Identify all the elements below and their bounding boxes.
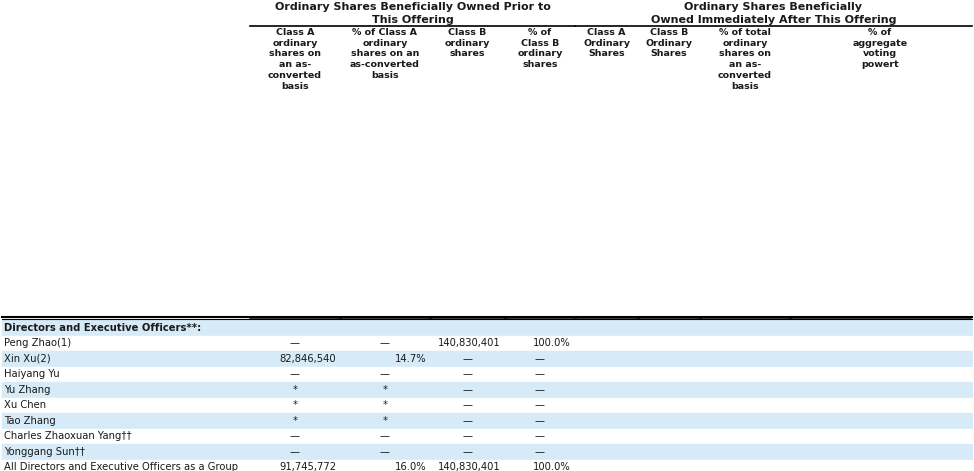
Text: —: —: [463, 369, 472, 379]
Text: Ordinary Shares Beneficially
Owned Immediately After This Offering: Ordinary Shares Beneficially Owned Immed…: [651, 2, 896, 25]
Text: Xin Xu(2): Xin Xu(2): [4, 354, 51, 364]
Text: —: —: [535, 400, 545, 410]
Text: —: —: [535, 369, 545, 379]
Text: % of Class A
ordinary
shares on an
as-converted
basis: % of Class A ordinary shares on an as-co…: [350, 28, 420, 80]
Text: 100.0%: 100.0%: [533, 338, 571, 348]
Text: Class B
Ordinary
Shares: Class B Ordinary Shares: [646, 28, 693, 58]
Text: —: —: [290, 369, 300, 379]
Text: —: —: [463, 416, 472, 426]
Text: —: —: [463, 354, 472, 364]
Text: *: *: [383, 416, 388, 426]
Text: —: —: [380, 338, 390, 348]
Bar: [2, 320, 972, 335]
Text: —: —: [290, 431, 300, 441]
Text: Peng Zhao(1): Peng Zhao(1): [4, 338, 71, 348]
Text: Tao Zhang: Tao Zhang: [4, 416, 56, 426]
Text: 16.0%: 16.0%: [394, 462, 426, 471]
Text: —: —: [535, 431, 545, 441]
Bar: [2, 366, 972, 382]
Text: 140,830,401: 140,830,401: [438, 338, 501, 348]
Text: —: —: [290, 447, 300, 457]
Text: —: —: [380, 369, 390, 379]
Bar: [2, 413, 972, 429]
Text: Yu Zhang: Yu Zhang: [4, 385, 51, 395]
Text: % of
Class B
ordinary
shares: % of Class B ordinary shares: [517, 28, 563, 69]
Text: *: *: [292, 400, 297, 410]
Text: —: —: [535, 416, 545, 426]
Text: —: —: [463, 431, 472, 441]
Text: 82,846,540: 82,846,540: [280, 354, 336, 364]
Text: —: —: [535, 385, 545, 395]
Bar: [2, 429, 972, 444]
Text: Class B
ordinary
shares: Class B ordinary shares: [445, 28, 490, 58]
Text: *: *: [292, 416, 297, 426]
Text: Class A
ordinary
shares on
an as-
converted
basis: Class A ordinary shares on an as- conver…: [268, 28, 322, 91]
Text: —: —: [463, 385, 472, 395]
Text: *: *: [292, 385, 297, 395]
Text: —: —: [463, 447, 472, 457]
Text: —: —: [463, 400, 472, 410]
Text: —: —: [380, 447, 390, 457]
Text: *: *: [383, 385, 388, 395]
Text: —: —: [380, 431, 390, 441]
Text: *: *: [383, 400, 388, 410]
Text: 140,830,401: 140,830,401: [438, 462, 501, 471]
Text: 91,745,772: 91,745,772: [279, 462, 336, 471]
Bar: [2, 335, 972, 351]
Bar: [2, 382, 972, 398]
Text: Haiyang Yu: Haiyang Yu: [4, 369, 59, 379]
Bar: [2, 398, 972, 413]
Text: Yonggang Sun††: Yonggang Sun††: [4, 447, 85, 457]
Text: Xu Chen: Xu Chen: [4, 400, 46, 410]
Text: 14.7%: 14.7%: [394, 354, 426, 364]
Text: All Directors and Executive Officers as a Group: All Directors and Executive Officers as …: [4, 462, 238, 471]
Text: % of
aggregate
voting
powert: % of aggregate voting powert: [852, 28, 908, 69]
Text: —: —: [290, 338, 300, 348]
Text: Charles Zhaoxuan Yang††: Charles Zhaoxuan Yang††: [4, 431, 131, 441]
Text: 100.0%: 100.0%: [533, 462, 571, 471]
Bar: [2, 351, 972, 366]
Text: Directors and Executive Officers**:: Directors and Executive Officers**:: [4, 323, 202, 333]
Bar: [2, 460, 972, 471]
Text: —: —: [535, 354, 545, 364]
Bar: [2, 444, 972, 460]
Text: —: —: [535, 447, 545, 457]
Text: Class A
Ordinary
Shares: Class A Ordinary Shares: [583, 28, 630, 58]
Text: Ordinary Shares Beneficially Owned Prior to
This Offering: Ordinary Shares Beneficially Owned Prior…: [275, 2, 550, 25]
Text: % of total
ordinary
shares on
an as-
converted
basis: % of total ordinary shares on an as- con…: [718, 28, 772, 91]
